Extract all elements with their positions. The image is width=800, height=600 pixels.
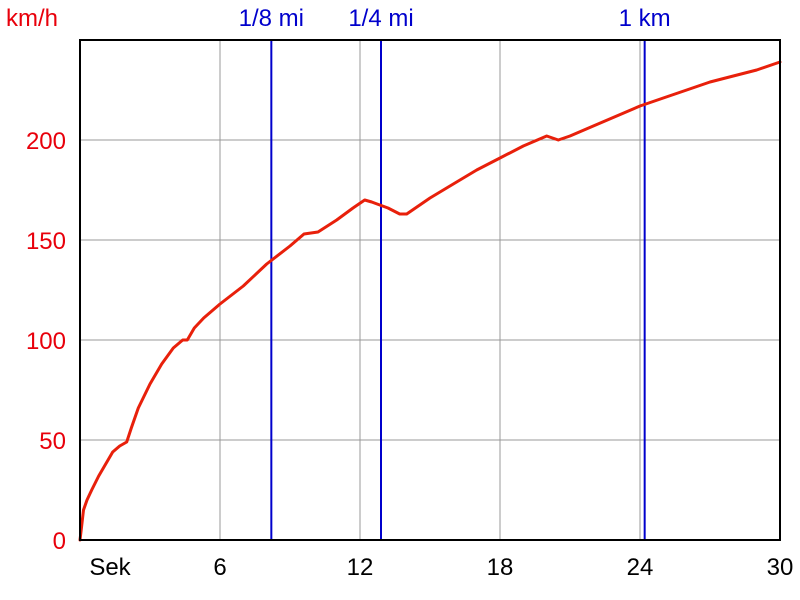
x-tick-label: 12 xyxy=(347,554,374,581)
y-axis-label: km/h xyxy=(6,5,58,32)
marker-layer: 1/8 mi 1/4 mi 1 km xyxy=(239,5,671,540)
y-tick-label: 200 xyxy=(26,128,66,155)
x-tick-label: Sek xyxy=(89,554,131,581)
y-tick-label: 150 xyxy=(26,228,66,255)
curve-layer xyxy=(78,60,782,542)
x-tick-label: 18 xyxy=(487,554,514,581)
tick-layer: Sek 6 12 18 24 30 0 50 100 150 200 xyxy=(26,128,793,581)
distance-marker-label: 1 km xyxy=(619,5,671,32)
plot-frame xyxy=(79,39,781,541)
distance-marker-label: 1/8 mi xyxy=(239,5,304,32)
x-tick-label: 6 xyxy=(213,554,226,581)
grid-layer xyxy=(80,40,780,540)
axis-layer xyxy=(79,39,781,541)
x-tick-label: 30 xyxy=(767,554,794,581)
speed-curve xyxy=(78,60,782,542)
y-tick-label: 50 xyxy=(39,428,66,455)
x-tick-label: 24 xyxy=(627,554,654,581)
y-tick-label: 100 xyxy=(26,328,66,355)
distance-marker-label: 1/4 mi xyxy=(348,5,413,32)
y-tick-label: 0 xyxy=(53,528,66,555)
